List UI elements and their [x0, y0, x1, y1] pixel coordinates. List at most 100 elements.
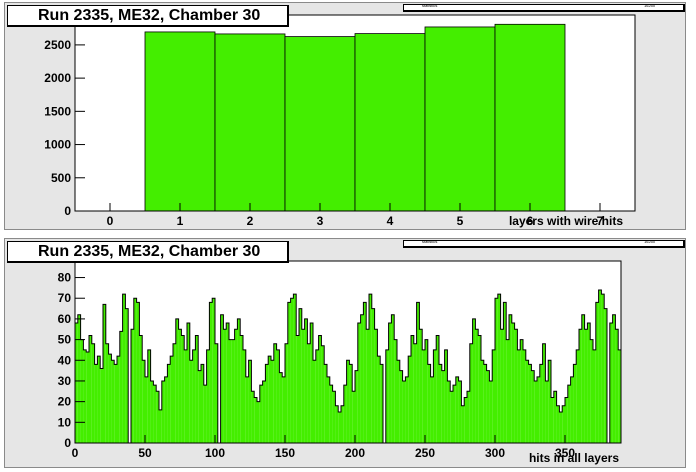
bar	[618, 349, 621, 443]
bar	[520, 339, 523, 443]
x-tick-label: 2	[247, 214, 254, 228]
bar	[195, 335, 199, 443]
bar	[144, 31, 216, 212]
bar	[86, 352, 89, 443]
bar	[268, 356, 271, 443]
bar	[142, 360, 145, 443]
bar	[324, 364, 327, 443]
bar	[156, 391, 159, 443]
bar	[299, 308, 302, 443]
bar	[509, 314, 512, 443]
histogram-pad-top: 0 500 1000 1500 2000 2500 0 1 2 3 4 5 6 7 layers wit…	[4, 2, 686, 230]
bar	[237, 318, 241, 443]
bar	[525, 360, 529, 443]
y-tick-label: 40	[58, 353, 72, 367]
bar	[89, 335, 92, 443]
bar	[385, 349, 389, 443]
bar	[576, 349, 579, 443]
bar	[455, 376, 459, 443]
bar	[119, 331, 123, 443]
bar	[469, 343, 473, 443]
bar	[422, 349, 425, 443]
bar	[486, 370, 490, 443]
bar	[161, 380, 165, 443]
bar	[187, 323, 190, 443]
bar	[327, 376, 330, 443]
bar	[444, 349, 448, 443]
bar	[310, 323, 313, 443]
x-tick-label: 350	[555, 446, 575, 460]
bar	[489, 380, 493, 443]
bar	[105, 343, 109, 443]
bar	[511, 323, 515, 443]
bar	[405, 376, 409, 443]
stats-value: 16250	[644, 239, 656, 244]
bar	[173, 343, 176, 443]
bar	[245, 376, 249, 443]
bar	[150, 380, 154, 443]
bar	[117, 356, 120, 443]
bar	[584, 329, 588, 443]
bar	[424, 26, 496, 212]
bar	[108, 354, 112, 443]
bar	[279, 372, 283, 443]
bar	[223, 329, 227, 443]
bar	[447, 380, 451, 443]
bar	[313, 360, 316, 443]
bar	[259, 385, 263, 443]
bar	[332, 391, 336, 443]
bar	[254, 397, 257, 443]
bar	[593, 349, 596, 443]
bar	[346, 360, 350, 443]
bar	[492, 349, 495, 443]
y-tick-label: 0	[64, 204, 71, 218]
bar	[164, 376, 168, 443]
bar	[75, 323, 78, 443]
bar	[301, 329, 305, 443]
bar	[374, 329, 378, 443]
bar	[545, 380, 549, 443]
x-axis-label: hits in all layers	[529, 451, 619, 465]
bar	[273, 343, 277, 443]
bar	[427, 364, 431, 443]
bar	[537, 376, 540, 443]
bar	[97, 356, 101, 443]
bar	[167, 364, 171, 443]
bar	[579, 329, 582, 443]
bar	[181, 335, 185, 443]
y-tick-label: 2000	[44, 71, 71, 85]
bar	[497, 294, 501, 443]
y-tick-label: 20	[58, 395, 72, 409]
bar	[229, 339, 232, 443]
plot-frame	[74, 260, 622, 444]
layers-histogram: 0 500 1000 1500 2000 2500 0 1 2 3 4 5 6 7 layers wit…	[44, 14, 636, 228]
bar	[284, 36, 356, 212]
bar	[201, 364, 204, 443]
bar	[377, 356, 381, 443]
bar	[170, 356, 173, 443]
bar	[371, 308, 375, 443]
stats-label: statistics	[422, 3, 438, 8]
chart-title: Run 2335, ME32, Chamber 30	[7, 241, 289, 263]
bar	[472, 318, 476, 443]
bar	[523, 349, 526, 443]
bar	[565, 397, 568, 443]
bar	[203, 385, 207, 443]
bar	[265, 364, 269, 443]
bar	[349, 364, 353, 443]
bar	[612, 314, 616, 443]
bar	[83, 349, 87, 443]
bar	[433, 349, 437, 443]
bar	[369, 294, 372, 443]
bar	[234, 329, 238, 443]
y-tick-label: 70	[58, 291, 72, 305]
bar	[494, 23, 566, 212]
bar	[534, 380, 537, 443]
bar	[338, 411, 341, 443]
bar	[461, 405, 465, 443]
bar	[478, 335, 481, 443]
x-tick-label: 0	[107, 214, 114, 228]
y-tick-label: 500	[51, 171, 71, 185]
bar	[399, 370, 403, 443]
